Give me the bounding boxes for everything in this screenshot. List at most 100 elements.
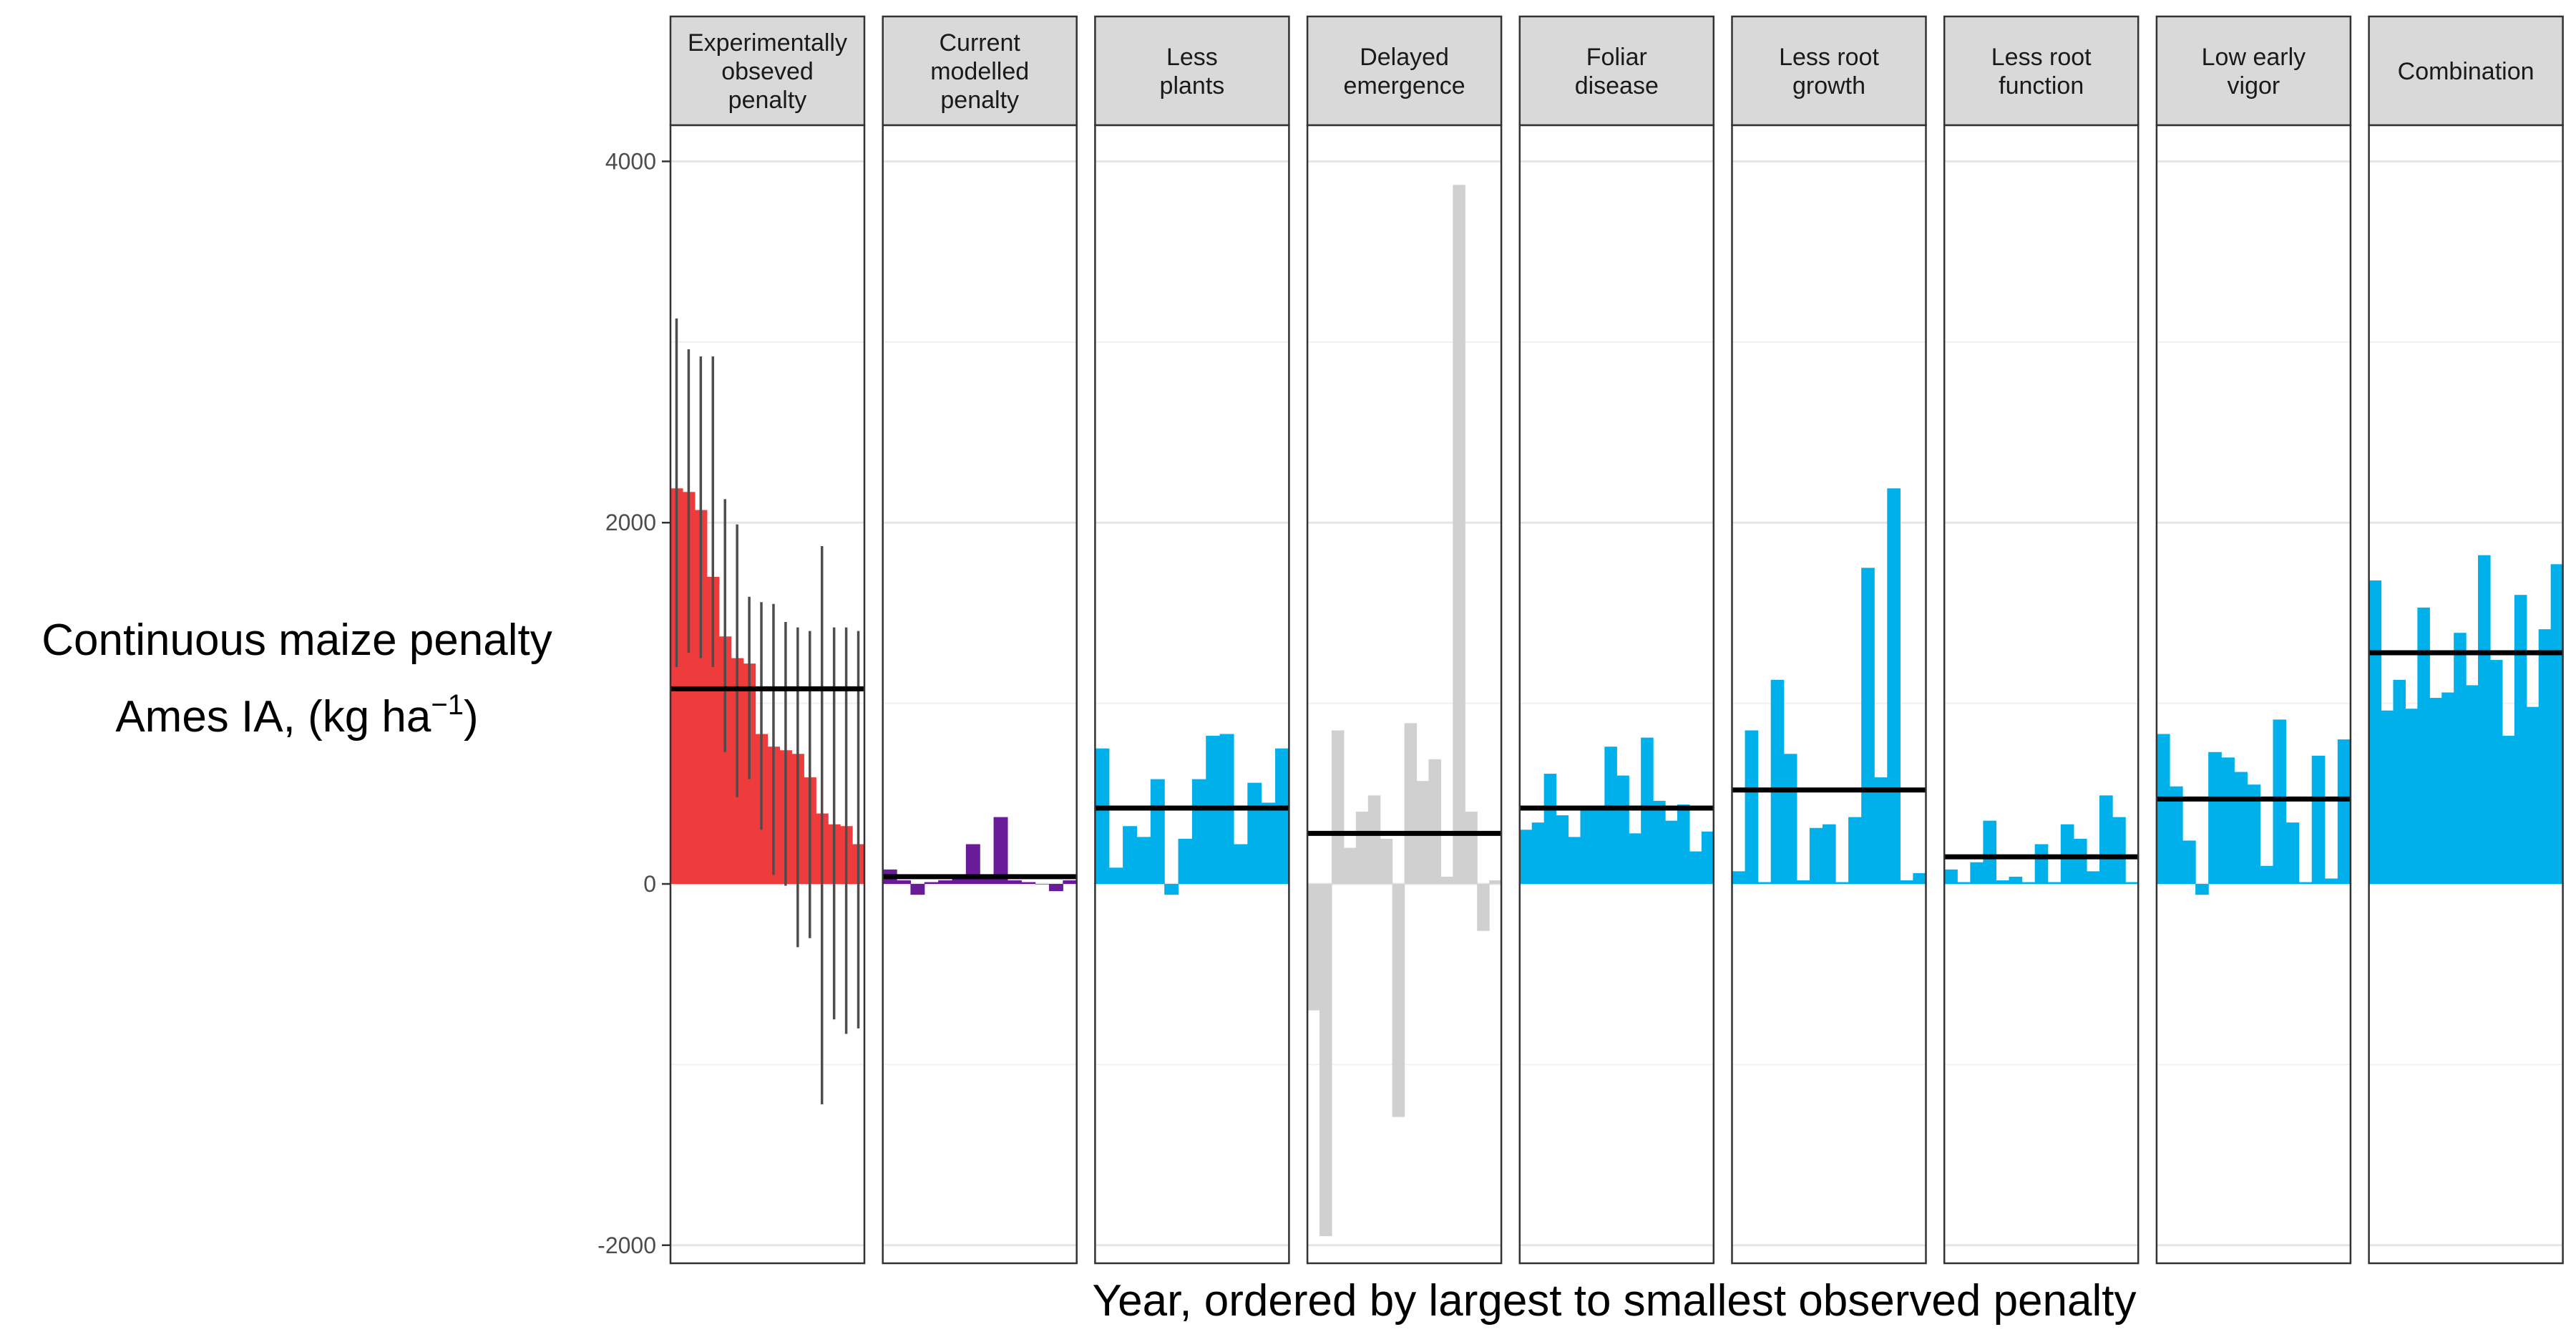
bar — [2208, 752, 2222, 884]
facet-strip — [1306, 15, 1503, 127]
facet-strip — [1943, 15, 2140, 127]
facet-strip-label: Experimentally — [688, 29, 847, 57]
facet-strip-label: Less — [1166, 44, 1218, 71]
bar — [2324, 878, 2338, 884]
bar — [1665, 820, 1678, 884]
bar — [1331, 730, 1345, 884]
bar — [1543, 774, 1557, 884]
bar — [2526, 706, 2540, 884]
bar — [2099, 795, 2113, 884]
panel-border — [882, 124, 1078, 1265]
bar — [993, 817, 1008, 884]
facet-strip-label: Foliar — [1586, 44, 1647, 71]
bar — [1653, 800, 1666, 884]
panel-background — [1944, 125, 2139, 1263]
bar — [1822, 824, 1836, 884]
panel-border — [1518, 124, 1715, 1265]
bar — [2381, 710, 2394, 884]
bar — [980, 876, 995, 884]
bar — [1874, 777, 1888, 884]
bar — [2169, 786, 2183, 884]
bar — [1556, 815, 1569, 884]
panel-border — [1943, 124, 2140, 1265]
bar — [1035, 884, 1050, 885]
y-axis-title-sup: −1 — [431, 689, 464, 721]
facet-strip-label: Less root — [1779, 44, 1879, 71]
bar — [2273, 719, 2287, 884]
bar — [910, 884, 925, 895]
bar — [1835, 882, 1849, 884]
y-axis-title-close: ) — [464, 692, 479, 741]
bar — [1380, 838, 1393, 884]
bar — [965, 844, 980, 884]
bar — [2009, 876, 2023, 884]
bar — [1095, 748, 1110, 884]
bar — [2156, 734, 2170, 884]
bar — [1944, 869, 1958, 884]
y-axis-title-line1: Continuous maize penalty — [42, 616, 552, 665]
panel-border — [1306, 124, 1503, 1265]
bar — [1319, 884, 1332, 1237]
bar — [1745, 730, 1759, 884]
bar — [2034, 844, 2049, 884]
bar — [1007, 880, 1022, 884]
bar — [2260, 865, 2274, 884]
bar — [1428, 759, 1442, 884]
bar — [1887, 488, 1901, 884]
bar — [2221, 757, 2235, 884]
bar — [706, 576, 720, 884]
bar — [2247, 784, 2261, 884]
panel-border — [2368, 124, 2564, 1265]
bar — [1191, 779, 1206, 884]
bar — [1355, 812, 1369, 884]
bar — [2441, 692, 2454, 884]
bar — [1164, 884, 1179, 895]
bar — [670, 488, 683, 884]
y-axis-title: Continuous maize penalty Ames IA, (kg ha… — [42, 616, 552, 741]
facet-strip-label: Less root — [1991, 44, 2092, 71]
bar — [1275, 748, 1289, 884]
bar — [1641, 737, 1654, 884]
x-axis-title: Year, ordered by largest to smallest obs… — [1093, 1276, 2137, 1326]
bar — [1233, 844, 1248, 884]
panel-background — [1095, 125, 1289, 1263]
bar — [2550, 564, 2564, 884]
bar — [1453, 185, 1465, 884]
bar — [1770, 679, 1785, 884]
bar — [2125, 882, 2139, 884]
y-tick-label: 0 — [643, 871, 656, 897]
bar — [1568, 837, 1581, 884]
bar — [897, 880, 912, 884]
facet-strip-label: disease — [1575, 72, 1659, 99]
bar — [1440, 876, 1453, 884]
bar — [1616, 775, 1629, 884]
bar — [1861, 568, 1875, 884]
bar — [1677, 804, 1690, 884]
bar — [1796, 880, 1810, 884]
bar — [1809, 827, 1823, 884]
bar — [1465, 812, 1478, 884]
bar — [1343, 847, 1357, 884]
bar — [2405, 709, 2418, 884]
bar — [1913, 872, 1927, 884]
bar — [2368, 580, 2382, 884]
facet-strip — [882, 15, 1078, 127]
panel-border — [1731, 124, 1927, 1265]
bar — [1477, 884, 1490, 931]
panel-border — [669, 124, 866, 1265]
bar — [2060, 824, 2074, 884]
bar — [2298, 882, 2313, 884]
facet-strip-label: penalty — [940, 87, 1019, 114]
bar — [1136, 837, 1151, 884]
bar — [1307, 884, 1320, 1011]
bar — [2234, 772, 2248, 884]
y-tick-label: 2000 — [605, 510, 656, 535]
panel-background — [882, 125, 1077, 1263]
facet-strip-label: plants — [1160, 72, 1225, 99]
bar — [1970, 862, 1984, 884]
bar — [2112, 817, 2126, 884]
